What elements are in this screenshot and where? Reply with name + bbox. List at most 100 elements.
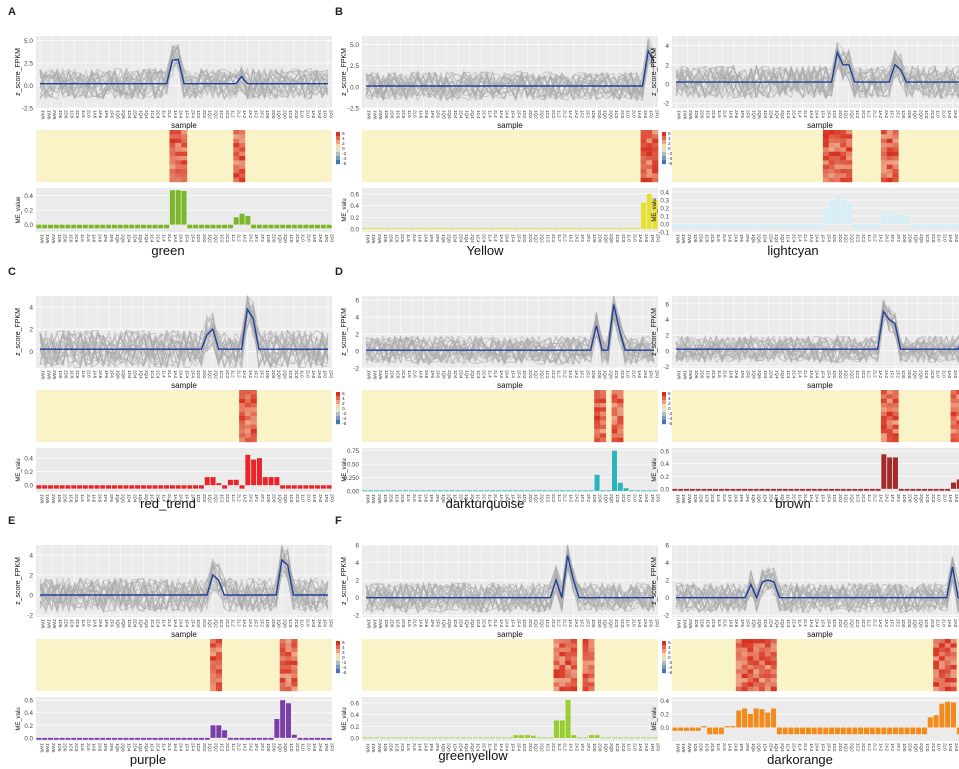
sample-tick-label: 2A4 [179,619,184,628]
me-value-bar [513,227,519,230]
me-value-bar [524,227,530,230]
y-tick-label: 0.0 [350,84,359,91]
heatmap-cell [886,134,893,139]
sample-tick-label: 2A4 [815,743,820,752]
me-value-bar [443,737,449,739]
sample-tick-label: 2A0 [953,619,958,628]
sample-tick-label: 2F0 [329,370,334,378]
sample-tick-label: 2W6 [687,494,692,504]
heatmap-cell [181,151,188,157]
sample-tick-label: 1C6 [69,110,74,119]
me-value-bar [582,227,588,230]
sample-tick-label: 1L4 [487,743,492,751]
sample-tick-label: 1W6 [39,743,44,753]
sample-tick-label: 1W6 [367,370,372,380]
sample-tick-label: 1Q0 [603,234,608,243]
heatmap-cell [880,433,888,438]
sample-tick-label: 1D0 [266,743,271,752]
sample-tick-label: 1C4 [150,619,155,628]
me-value-bar [565,227,571,230]
sample-tick-label: 1L6 [716,743,721,751]
sample-tick-label: 1W6 [682,619,687,629]
sample-tick-label: 2A0 [318,234,323,243]
me-value-bar [747,224,753,228]
me-value-bar [239,485,245,489]
sample-tick-label: 1F0 [323,619,328,627]
heatmap-cell [933,682,940,687]
sample-tick-label: 2D2 [202,234,207,243]
heatmap-legend-swatch [662,132,666,137]
sample-tick-label: 1L4 [487,234,492,242]
sample-tick-label: 1F0 [650,494,655,502]
me-value-bar [646,490,652,492]
mean-expression-line [676,50,959,83]
sample-tick-label: 2C0 [931,494,936,503]
heatmap-cell [950,682,957,687]
heatmap-cell [938,652,946,657]
gene-profile-line [365,58,655,101]
sample-tick-label: 1F2 [890,370,895,378]
sample-tick-label: 2L4 [803,743,808,751]
heatmap-cell [565,647,572,653]
y-tick-label: 2.5 [350,63,359,70]
sample-tick-label: 2Q6 [757,743,762,752]
heatmap-cell [822,147,830,152]
sample-tick-label: 2L6 [86,234,91,242]
heatmap-cell [611,433,618,438]
me-value-bar [577,490,583,492]
sample-tick-label: 2Q2 [850,494,855,503]
sample-tick-label: 2A0 [644,234,649,243]
heatmap-cell [594,411,601,417]
sample-tick-label: 2A2 [884,619,889,628]
sample-tick-label: 2L2 [562,370,567,378]
bar-plot-background [672,448,959,492]
heatmap-cell [753,660,760,666]
heatmap-cell [828,164,835,170]
me-value-bar [100,224,106,229]
sample-tick-label: 1C0 [614,370,619,379]
sample-tick-label: 2A0 [318,494,323,503]
heatmap-cell [956,403,959,408]
me-value-bar [684,727,690,731]
sample-tick-label: 2C6 [710,234,715,243]
sample-tick-label: 2W6 [687,743,692,753]
heatmap-cell [886,416,893,421]
me-value-bar [507,227,513,230]
sample-tick-label: 2D0 [908,234,913,243]
sample-tick-label: 1F6 [739,234,744,242]
sample-tick-label: 2D2 [202,619,207,628]
heatmap-cell [764,665,771,670]
heatmap-cell [759,682,766,687]
sample-tick-label: 2F6 [435,494,440,502]
me-value-bar [846,488,852,491]
sample-tick-label: 1L4 [161,619,166,627]
sample-tick-label: 1Q4 [138,234,143,243]
sample-tick-label: 1C0 [924,619,929,628]
heatmap-cell [244,411,252,417]
sample-tick-label: 1A0 [311,370,316,379]
heatmap-cell [210,682,217,687]
sample-tick-label: 2F2 [585,370,590,378]
sample-tick-label: 1Q4 [774,234,779,243]
sample-tick-label: 1W6 [681,234,686,244]
sample-tick-label: 1W6 [682,110,687,120]
sample-tick-label: 1F4 [821,234,826,242]
sample-tick-label: 2C6 [400,494,405,503]
heatmap-legend-swatch [662,404,666,409]
heatmap-cell [599,398,607,404]
sample-tick-label: 2Q0 [608,370,613,379]
heatmap-cell [617,407,624,412]
me-value-bar [135,485,141,489]
y-tick-label: 0.6 [350,700,359,707]
sample-tick-label: 1C4 [150,743,155,752]
sample-tick-label: 2D4 [133,619,138,628]
heatmap-cell [735,673,742,679]
sample-tick-label: 1A4 [499,619,504,628]
me-value-bar [82,224,88,229]
sample-tick-label: 1F4 [185,619,190,627]
heatmap-cell [553,643,560,648]
sample-tick-label: 2A6 [424,370,429,379]
sample-tick-label: 1C4 [476,619,481,628]
sample-tick-label: 2D2 [528,494,533,503]
